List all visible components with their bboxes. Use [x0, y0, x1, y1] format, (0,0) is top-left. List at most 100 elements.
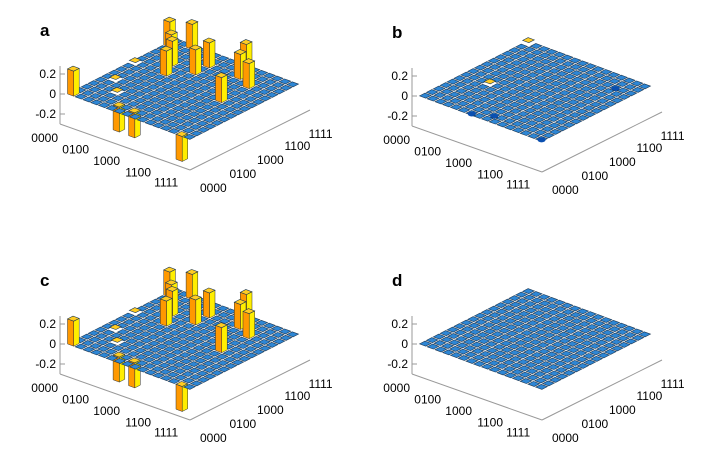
- bar-top: [88, 336, 102, 343]
- bar-top: [622, 325, 636, 332]
- grid-cell: [118, 91, 132, 98]
- grid-cell: [177, 95, 191, 102]
- bar-top: [571, 83, 586, 89]
- bar-top: [532, 364, 546, 371]
- grid-cell: [262, 322, 277, 329]
- bar-top: [169, 342, 184, 349]
- bar-top: [538, 52, 552, 59]
- grid-cell: [563, 73, 577, 80]
- grid-cell: [203, 123, 217, 130]
- grid-cell: [535, 87, 549, 94]
- grid-cell: [139, 87, 154, 94]
- grid-cell: [196, 376, 210, 383]
- bar-top: [510, 368, 525, 375]
- grid-cell: [279, 334, 293, 341]
- bar-top: [516, 111, 531, 117]
- grid-cell: [541, 132, 556, 139]
- bar-top: [466, 68, 481, 75]
- grid-cell: [208, 357, 222, 363]
- bar-top: [623, 84, 637, 90]
- bar-top: [111, 95, 125, 102]
- grid-cell: [141, 350, 155, 357]
- grid-cell: [569, 311, 583, 318]
- bar: [202, 287, 216, 319]
- grid-cell: [447, 333, 461, 339]
- bar-face-front: [175, 383, 183, 412]
- bar-top: [554, 119, 568, 125]
- grid-cell: [95, 339, 110, 346]
- grid-cell: [585, 76, 599, 82]
- bar-top: [553, 360, 568, 367]
- bar-top: [453, 323, 467, 330]
- bar-top: [143, 113, 157, 119]
- bar-top: [145, 327, 160, 334]
- grid-cell: [545, 55, 560, 62]
- bar-top: [480, 309, 494, 316]
- col-tick-label: 0000: [200, 181, 227, 195]
- grid-cell: [237, 99, 251, 106]
- grid-cell: [502, 359, 516, 366]
- grid-cell: [527, 84, 542, 91]
- grid-cell: [540, 119, 554, 126]
- grid-cell: [183, 335, 197, 342]
- bar-top: [210, 315, 224, 322]
- row-tick-label: 0000: [31, 381, 58, 395]
- bar-top: [492, 96, 506, 102]
- grid-cell: [472, 354, 486, 361]
- grid-cell: [210, 369, 224, 376]
- bar-top: [179, 108, 193, 115]
- grid-cell: [529, 97, 543, 104]
- grid-cell: [476, 331, 490, 338]
- grid-cell: [567, 105, 581, 112]
- bar-top: [279, 334, 293, 341]
- bar-top: [624, 338, 638, 345]
- bar-top: [126, 344, 140, 351]
- grid-cell: [570, 324, 585, 331]
- grid-cell: [196, 322, 210, 329]
- bar-top: [502, 57, 516, 63]
- bar-top: [182, 127, 196, 134]
- grid-cell: [228, 340, 242, 347]
- bar-top: [188, 117, 202, 124]
- bar-top: [95, 339, 110, 346]
- grid-cell: [251, 348, 265, 355]
- grid-cell: [270, 325, 284, 332]
- bar-top: [479, 109, 494, 116]
- bar-top: [87, 80, 101, 87]
- grid-cell: [516, 56, 530, 63]
- bar-top: [237, 99, 251, 106]
- bar-top: [177, 95, 191, 102]
- bar-top: [564, 86, 579, 93]
- grid-cell: [441, 95, 455, 101]
- grid-cell: [467, 74, 481, 81]
- bar-top: [484, 341, 499, 347]
- grid-cell: [126, 94, 140, 101]
- bar-top: [492, 344, 506, 350]
- bar-top: [164, 359, 179, 365]
- grid-cell: [545, 48, 559, 55]
- grid-cell: [575, 356, 589, 363]
- bar-top: [494, 54, 508, 61]
- grid-cell: [217, 116, 231, 123]
- bar-top: [217, 311, 231, 318]
- grid-cell: [607, 319, 621, 326]
- bar-top: [539, 113, 553, 120]
- grid-cell: [470, 93, 484, 100]
- grid-cell: [564, 328, 578, 334]
- bar-top: [131, 78, 145, 85]
- z-tick-label: -0.2: [387, 109, 408, 123]
- bar-top: [201, 360, 216, 367]
- bar-top: [631, 334, 645, 341]
- small-bump: [611, 86, 620, 92]
- bar-top: [579, 85, 593, 92]
- bar-top: [471, 100, 485, 106]
- grid-cell: [223, 106, 237, 113]
- bar-top: [601, 88, 616, 94]
- bar-top: [499, 340, 513, 347]
- grid-cell: [494, 302, 508, 309]
- grid-cell: [608, 84, 623, 92]
- bar-top: [518, 317, 532, 324]
- bar-top: [475, 325, 489, 332]
- grid-cell: [147, 90, 161, 97]
- grid-cell: [523, 355, 537, 362]
